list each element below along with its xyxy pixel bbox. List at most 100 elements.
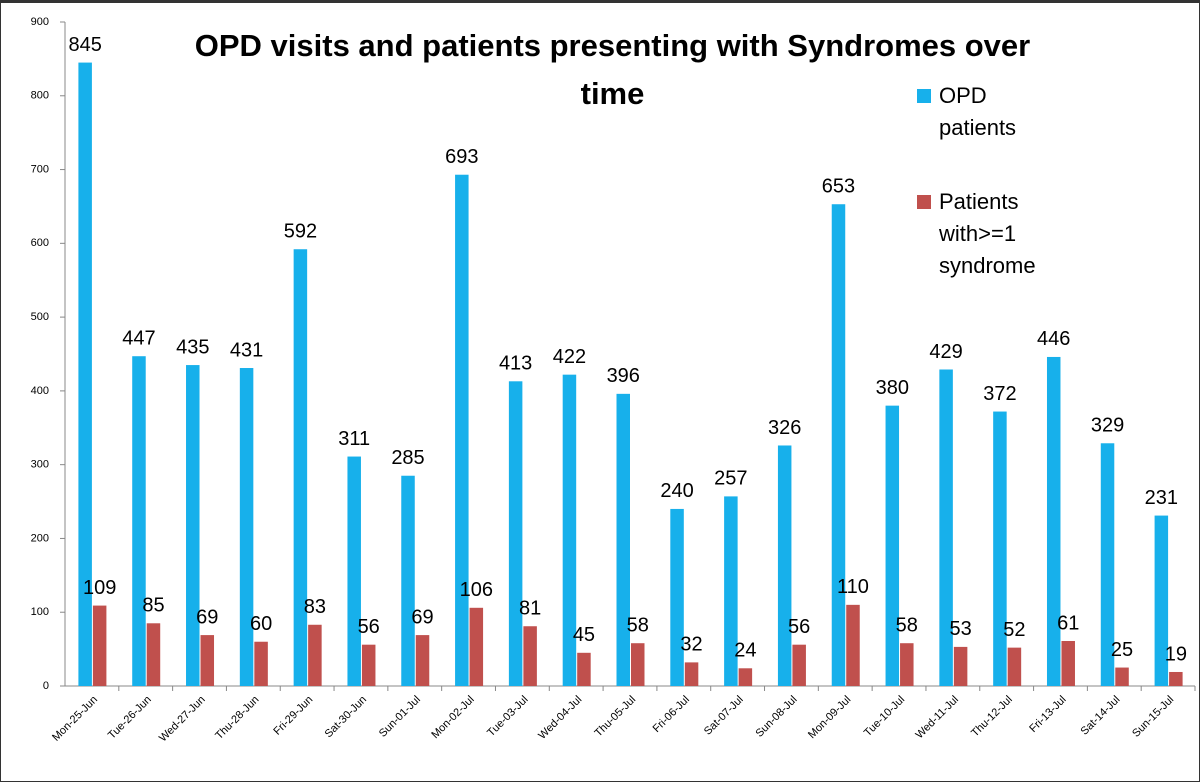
bar	[993, 411, 1007, 686]
legend: OPD patients Patients with>=1 syndrome	[913, 80, 1093, 324]
chart-title: OPD visits and patients presenting with …	[194, 28, 1031, 111]
bar	[562, 374, 577, 686]
data-label: 32	[680, 634, 702, 656]
legend-entry: Patients with>=1 syndrome	[913, 186, 1069, 282]
bar	[631, 643, 645, 686]
x-tick-label: Mon-02-Jul	[429, 694, 476, 741]
bar	[846, 604, 860, 686]
data-label: 109	[83, 577, 116, 599]
data-label: 53	[949, 618, 971, 640]
legend-label: OPD patients	[939, 83, 1017, 140]
y-tick-label: 700	[31, 163, 49, 175]
data-label: 257	[714, 468, 747, 490]
data-label: 24	[734, 640, 756, 662]
y-tick-label: 800	[31, 90, 49, 102]
x-tick-label: Thu-28-Jun	[213, 694, 261, 742]
data-label: 653	[822, 176, 855, 198]
data-label: 285	[391, 447, 424, 469]
bar	[1007, 647, 1022, 686]
bar	[1115, 667, 1129, 686]
data-label: 431	[230, 339, 263, 361]
data-label: 429	[929, 341, 962, 363]
x-tick-label: Sat-30-Jun	[323, 694, 370, 741]
data-label: 56	[358, 616, 380, 638]
data-label: 83	[304, 596, 326, 618]
data-label: 422	[553, 346, 586, 368]
data-label: 45	[573, 624, 595, 646]
data-label: 592	[284, 221, 317, 243]
bar	[347, 456, 361, 686]
data-label: 329	[1091, 415, 1124, 437]
data-label: 19	[1165, 643, 1187, 665]
data-label: 69	[196, 606, 218, 628]
bar	[1061, 640, 1075, 686]
data-label: 25	[1111, 639, 1133, 661]
bar	[953, 646, 968, 686]
bar	[577, 652, 591, 686]
data-label: 413	[499, 353, 532, 375]
data-label: 372	[983, 383, 1016, 405]
x-tick-label: Sun-01-Jul	[377, 694, 423, 740]
x-tick-label: Sun-15-Jul	[1130, 694, 1176, 740]
data-label: 693	[445, 146, 478, 168]
y-tick-label: 400	[31, 385, 49, 397]
x-tick-label: Thu-05-Jul	[593, 694, 639, 740]
data-label: 106	[460, 579, 493, 601]
bar	[508, 381, 523, 686]
data-label: 58	[896, 614, 918, 636]
data-label: 231	[1145, 487, 1178, 509]
x-tick-label: Fri-13-Jul	[1027, 694, 1068, 735]
y-tick-label: 0	[43, 680, 49, 692]
bar	[792, 644, 806, 686]
data-label: 52	[1003, 619, 1025, 641]
bar	[469, 607, 484, 686]
x-tick-label: Fri-06-Jul	[651, 694, 692, 735]
bar	[670, 508, 684, 686]
bar	[200, 635, 215, 686]
x-tick-label: Wed-04-Jul	[536, 694, 584, 742]
legend-swatch	[917, 195, 931, 209]
data-label: 60	[250, 613, 272, 635]
bar	[293, 249, 308, 687]
bar	[186, 365, 200, 686]
bar	[777, 445, 792, 686]
bar	[885, 405, 900, 686]
bar	[724, 496, 738, 686]
data-label: 69	[411, 606, 433, 628]
legend-swatch	[917, 89, 931, 103]
bar	[738, 668, 753, 686]
bar	[146, 623, 161, 686]
x-tick-label: Tue-10-Jul	[862, 694, 907, 739]
data-label: 396	[607, 365, 640, 387]
bar	[1046, 356, 1061, 686]
bar	[361, 644, 376, 686]
data-label: 61	[1057, 612, 1079, 634]
bar	[1154, 515, 1169, 686]
bar	[308, 624, 322, 686]
x-tick-label: Tue-03-Jul	[485, 694, 530, 739]
bar	[239, 368, 254, 686]
bar	[616, 393, 630, 686]
bar	[900, 643, 914, 686]
x-tick-label: Tue-26-Jun	[106, 694, 154, 742]
data-label: 240	[660, 480, 693, 502]
x-tick-label: Wed-27-Jun	[157, 694, 208, 745]
data-label: 56	[788, 616, 810, 638]
y-tick-label: 500	[31, 311, 49, 323]
bar	[523, 626, 537, 686]
x-tick-label: Sun-08-Jul	[753, 694, 799, 740]
bar	[455, 174, 469, 686]
data-label: 326	[768, 417, 801, 439]
data-label: 447	[122, 327, 155, 349]
bar	[92, 605, 107, 686]
data-label: 85	[142, 595, 164, 617]
bar	[415, 635, 430, 686]
bar	[132, 356, 146, 686]
x-tick-label: Sat-14-Jul	[1079, 694, 1123, 738]
bar	[684, 662, 699, 686]
data-label: 58	[627, 614, 649, 636]
y-tick-label: 900	[31, 16, 49, 28]
y-tick-label: 300	[31, 459, 49, 471]
